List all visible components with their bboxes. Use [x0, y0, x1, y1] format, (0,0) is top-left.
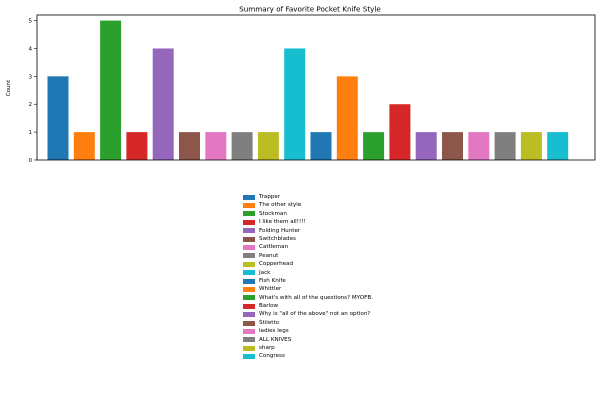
legend-label: Copperhead: [259, 261, 294, 268]
legend-swatch: [243, 245, 255, 251]
legend: Trapper The other style Stockman I like the…: [243, 193, 373, 361]
legend-label: I like them all!!!!: [259, 219, 306, 226]
y-tick-label: 3: [28, 74, 32, 80]
legend-item: I like them all!!!!: [243, 218, 373, 226]
legend-swatch: [243, 194, 255, 200]
legend-item: Whittler: [243, 285, 373, 293]
legend-item: Jack: [243, 269, 373, 277]
legend-label: Fish Knife: [259, 277, 286, 284]
legend-swatch: [243, 219, 255, 225]
legend-swatch: [243, 328, 255, 334]
y-tick-label: 0: [28, 158, 32, 164]
legend-label: Stiletto: [259, 319, 280, 326]
legend-item: Barlow: [243, 302, 373, 310]
bar: [442, 132, 463, 160]
legend-swatch: [243, 261, 255, 267]
legend-swatch: [243, 312, 255, 318]
legend-label: Switchblades: [259, 235, 296, 242]
legend-label: Peanut: [259, 252, 279, 259]
bar: [389, 104, 411, 160]
legend-swatch: [243, 236, 255, 242]
legend-label: Trapper: [259, 194, 281, 200]
legend-item: Fish Knife: [243, 277, 373, 285]
bar: [205, 132, 227, 160]
legend-item: sharp: [243, 344, 373, 352]
legend-item: Cattleman: [243, 243, 373, 251]
legend-swatch: [243, 303, 255, 309]
legend-item: The other style: [243, 201, 373, 209]
legend-label: Stockman: [259, 210, 287, 217]
bar: [310, 132, 332, 160]
legend-label: Why is "all of the above" not an option?: [259, 311, 371, 318]
bar: [257, 132, 279, 160]
legend-label: Congress: [259, 353, 285, 360]
legend-swatch: [243, 354, 255, 360]
legend-swatch: [243, 320, 255, 326]
bar: [336, 76, 358, 160]
legend-label: Jack: [259, 269, 271, 276]
legend-item: Congress: [243, 352, 373, 360]
legend-item: Trapper: [243, 193, 373, 201]
bars-group: [47, 20, 569, 161]
legend-swatch: [243, 345, 255, 351]
legend-item: Folding Hunter: [243, 227, 373, 235]
bar: [284, 48, 306, 160]
legend-swatch: [243, 278, 255, 284]
legend-swatch: [243, 203, 255, 209]
bar: [100, 20, 122, 161]
legend-label: Folding Hunter: [259, 227, 301, 234]
bar: [363, 132, 385, 160]
legend-swatch: [243, 228, 255, 234]
y-tick-label: 2: [28, 102, 32, 108]
plot-area-frame: [36, 14, 596, 161]
y-axis-label: Count: [6, 79, 12, 96]
legend-item: Copperhead: [243, 260, 373, 268]
legend-label: Whittler: [259, 286, 282, 293]
legend-item: Switchblades: [243, 235, 373, 243]
legend-item: Stockman: [243, 210, 373, 218]
bar: [468, 132, 490, 160]
legend-swatch: [243, 270, 255, 276]
y-tick-label: 5: [28, 19, 32, 25]
legend-item: ladies legs: [243, 327, 373, 335]
bar: [520, 132, 542, 160]
chart-title: Summary of Favorite Pocket Knife Style: [239, 5, 381, 14]
bar: [73, 132, 95, 160]
bar: [152, 48, 174, 160]
legend-item: Peanut: [243, 252, 373, 260]
legend-swatch: [243, 253, 255, 259]
bar: [494, 132, 516, 160]
legend-swatch: [243, 337, 255, 343]
bar: [547, 132, 569, 160]
legend-item: Why is "all of the above" not an option?: [243, 310, 373, 318]
legend-label: ALL KNIVES: [259, 336, 292, 343]
y-tick-label: 1: [28, 130, 32, 136]
legend-item: ALL KNIVES: [243, 336, 373, 344]
bar: [179, 132, 200, 160]
legend-label: What's with all of the questions? MYOFB.: [259, 294, 374, 301]
legend-swatch: [243, 295, 255, 301]
y-tick-label: 4: [28, 46, 32, 52]
y-ticks-group: 0 1 2 3 4 5: [28, 19, 37, 164]
legend-label: ladies legs: [259, 328, 289, 335]
legend-label: Cattleman: [259, 244, 289, 251]
legend-label: sharp: [259, 345, 275, 352]
legend-swatch: [243, 286, 255, 292]
legend-item: What's with all of the questions? MYOFB.: [243, 294, 373, 302]
bar: [47, 76, 69, 160]
legend-label: The other style: [259, 202, 302, 209]
bar: [126, 132, 148, 160]
legend-label: Barlow: [259, 303, 279, 310]
legend-swatch: [243, 211, 255, 217]
legend-item: Stiletto: [243, 319, 373, 327]
bar: [231, 132, 253, 160]
bar: [415, 132, 437, 160]
